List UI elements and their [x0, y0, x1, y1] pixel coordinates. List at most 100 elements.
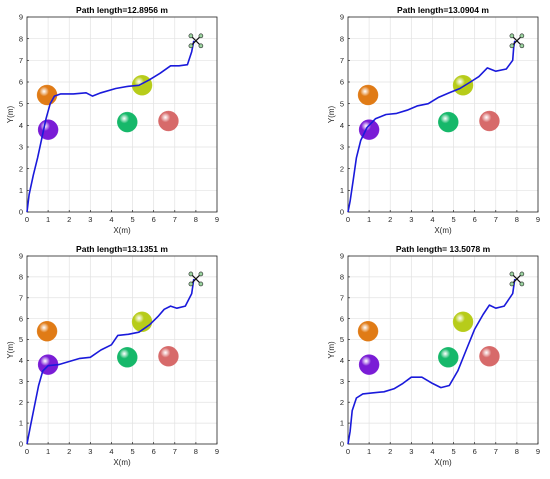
drone-rotor [198, 271, 204, 277]
y-tick-label: 2 [19, 164, 23, 173]
drone-rotor [509, 271, 515, 277]
drone-rotor [198, 281, 204, 287]
obstacle-sphere [438, 111, 459, 133]
obstacle-sphere [36, 321, 58, 342]
x-tick-label: 7 [494, 447, 498, 456]
obstacle-sphere [37, 119, 59, 140]
y-tick-label: 4 [19, 121, 23, 130]
x-axis-label: X(m) [434, 226, 452, 235]
x-tick-label: 1 [46, 447, 50, 456]
drone-arm [190, 273, 202, 285]
drone-rotor [198, 43, 204, 49]
y-tick-label: 8 [19, 34, 23, 43]
y-tick-label: 5 [340, 99, 344, 108]
obstacle-sphere [438, 347, 459, 368]
drone-icon [509, 271, 525, 287]
y-tick-label: 1 [19, 419, 23, 428]
y-axis-label: Y(m) [6, 106, 15, 124]
x-tick-label: 5 [130, 215, 134, 224]
obstacle-sphere [36, 84, 58, 106]
y-tick-label: 3 [340, 377, 344, 386]
y-axis-label: Y(m) [6, 341, 15, 359]
x-tick-label: 4 [109, 447, 113, 456]
x-tick-label: 0 [25, 215, 29, 224]
obstacle-sphere [358, 354, 380, 375]
y-tick-label: 1 [340, 186, 344, 195]
x-tick-label: 3 [88, 447, 92, 456]
obstacle-sphere [357, 84, 379, 106]
y-tick-label: 3 [340, 143, 344, 152]
x-tick-label: 6 [152, 447, 156, 456]
y-tick-label: 4 [19, 356, 23, 365]
y-tick-label: 9 [19, 252, 23, 261]
y-tick-label: 2 [340, 398, 344, 407]
drone-rotor [509, 43, 515, 49]
y-tick-label: 0 [19, 208, 23, 217]
x-tick-label: 4 [430, 447, 434, 456]
x-tick-label: 4 [109, 215, 113, 224]
x-tick-label: 3 [88, 215, 92, 224]
y-tick-label: 0 [19, 440, 23, 449]
flight-path-line [26, 40, 195, 213]
x-tick-label: 1 [46, 215, 50, 224]
x-tick-label: 0 [346, 447, 350, 456]
obstacle-sphere [452, 75, 474, 96]
x-tick-label: 2 [388, 215, 392, 224]
y-tick-label: 8 [19, 272, 23, 281]
y-tick-label: 6 [340, 314, 344, 323]
y-tick-label: 0 [340, 208, 344, 217]
y-tick-label: 8 [340, 34, 344, 43]
x-tick-label: 4 [430, 215, 434, 224]
chart-panel-1: 0 1 2 3 4 5 6 7 8 9 0 1 2 3 4 5 6 7 8 9 Path length=12.8956 … [6, 5, 219, 235]
chart-panel-4: 0 1 2 3 4 5 6 7 8 9 0 1 2 3 4 5 6 7 8 9 Path length= 13.5078… [327, 244, 540, 467]
obstacle-sphere [158, 346, 179, 367]
y-tick-label: 9 [340, 252, 344, 261]
drone-icon [188, 33, 204, 49]
drone-rotor [519, 281, 525, 287]
y-tick-label: 9 [19, 13, 23, 22]
obstacle-sphere [452, 311, 474, 332]
x-tick-label: 9 [215, 215, 219, 224]
x-tick-label: 0 [346, 215, 350, 224]
drone-arm [511, 273, 523, 285]
drone-rotor [188, 271, 194, 277]
y-tick-label: 7 [340, 56, 344, 65]
x-axis-label: X(m) [434, 458, 452, 467]
chart-panel-3: 0 1 2 3 4 5 6 7 8 9 0 1 2 3 4 5 6 7 8 9 Path length=13.1351 … [6, 244, 219, 467]
drone-rotor [509, 281, 515, 287]
y-tick-label: 3 [19, 377, 23, 386]
x-tick-label: 5 [130, 447, 134, 456]
drone-rotor [519, 271, 525, 277]
obstacle-sphere [158, 110, 179, 132]
y-tick-label: 6 [19, 314, 23, 323]
x-tick-label: 6 [152, 215, 156, 224]
flight-path-line [347, 40, 516, 213]
y-axis-label: Y(m) [327, 106, 336, 124]
flight-path-line [26, 278, 195, 445]
x-tick-label: 2 [388, 447, 392, 456]
x-tick-label: 5 [451, 447, 455, 456]
x-tick-label: 6 [473, 447, 477, 456]
x-tick-label: 2 [67, 215, 71, 224]
y-tick-label: 1 [340, 419, 344, 428]
x-tick-label: 6 [473, 215, 477, 224]
x-tick-label: 2 [67, 447, 71, 456]
y-tick-label: 6 [340, 78, 344, 87]
axes-frame [347, 16, 539, 213]
x-tick-label: 0 [25, 447, 29, 456]
obstacle-sphere [131, 311, 153, 332]
x-tick-label: 8 [515, 215, 519, 224]
drone-arm [190, 35, 202, 47]
x-tick-label: 3 [409, 447, 413, 456]
axes-frame [26, 16, 218, 213]
chart-title: Path length=12.8956 m [76, 5, 168, 15]
y-tick-label: 5 [19, 99, 23, 108]
y-tick-label: 7 [340, 293, 344, 302]
drone-rotor [519, 33, 525, 39]
flight-path-line [347, 278, 516, 445]
drone-rotor [519, 43, 525, 49]
x-axis-label: X(m) [113, 458, 131, 467]
obstacle-sphere [117, 347, 138, 368]
x-tick-label: 9 [536, 215, 540, 224]
x-tick-label: 7 [173, 215, 177, 224]
